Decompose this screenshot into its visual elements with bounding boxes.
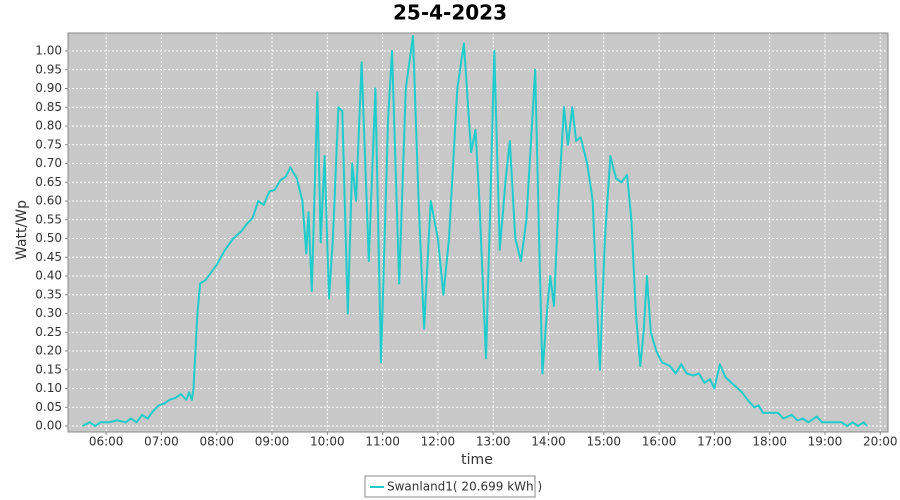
series-line (81, 35, 868, 427)
x-tick-label: 14:00 (531, 435, 566, 449)
y-tick-label: 0.85 (35, 100, 62, 114)
y-tick-label: 0.25 (35, 325, 62, 339)
x-tick-label: 13:00 (476, 435, 511, 449)
y-tick-label: 1.00 (35, 44, 62, 58)
x-tick-label: 15:00 (586, 435, 621, 449)
legend (364, 475, 536, 498)
y-tick-label: 0.30 (35, 306, 62, 320)
chart-title: 25-4-2023 (393, 1, 507, 25)
y-tick-label: 0.10 (35, 381, 62, 395)
y-tick-label: 0.65 (35, 175, 62, 189)
y-tick-label: 0.00 (35, 419, 62, 433)
plot-area (68, 33, 888, 432)
legend-label: Swanland1( 20.699 kWh ) (387, 480, 542, 494)
x-tick-label: 08:00 (199, 435, 234, 449)
y-tick-label: 0.45 (35, 250, 62, 264)
y-tick-label: 0.90 (35, 81, 62, 95)
x-tick-label: 09:00 (255, 435, 290, 449)
y-tick-label: 0.40 (35, 269, 62, 283)
y-tick-label: 0.60 (35, 194, 62, 208)
y-tick-label: 0.80 (35, 119, 62, 133)
y-tick-label: 0.35 (35, 287, 62, 301)
x-tick-label: 10:00 (310, 435, 345, 449)
y-tick-label: 0.55 (35, 212, 62, 226)
x-tick-label: 07:00 (144, 435, 179, 449)
y-tick-label: 0.70 (35, 156, 62, 170)
y-tick-label: 0.75 (35, 137, 62, 151)
y-tick-label: 0.15 (35, 362, 62, 376)
x-tick-label: 20:00 (863, 435, 898, 449)
y-tick-label: 0.50 (35, 231, 62, 245)
y-tick-label: 0.05 (35, 400, 62, 414)
x-tick-label: 11:00 (365, 435, 400, 449)
plot-border (67, 32, 889, 433)
x-tick-label: 12:00 (421, 435, 456, 449)
x-tick-label: 18:00 (752, 435, 787, 449)
x-tick-label: 17:00 (697, 435, 732, 449)
x-tick-label: 16:00 (642, 435, 677, 449)
y-tick-label: 0.20 (35, 344, 62, 358)
x-tick-label: 06:00 (89, 435, 124, 449)
x-axis-label: time (461, 452, 493, 468)
y-axis-label: Watt/Wp (14, 200, 30, 260)
x-tick-label: 19:00 (808, 435, 843, 449)
y-tick-label: 0.95 (35, 62, 62, 76)
